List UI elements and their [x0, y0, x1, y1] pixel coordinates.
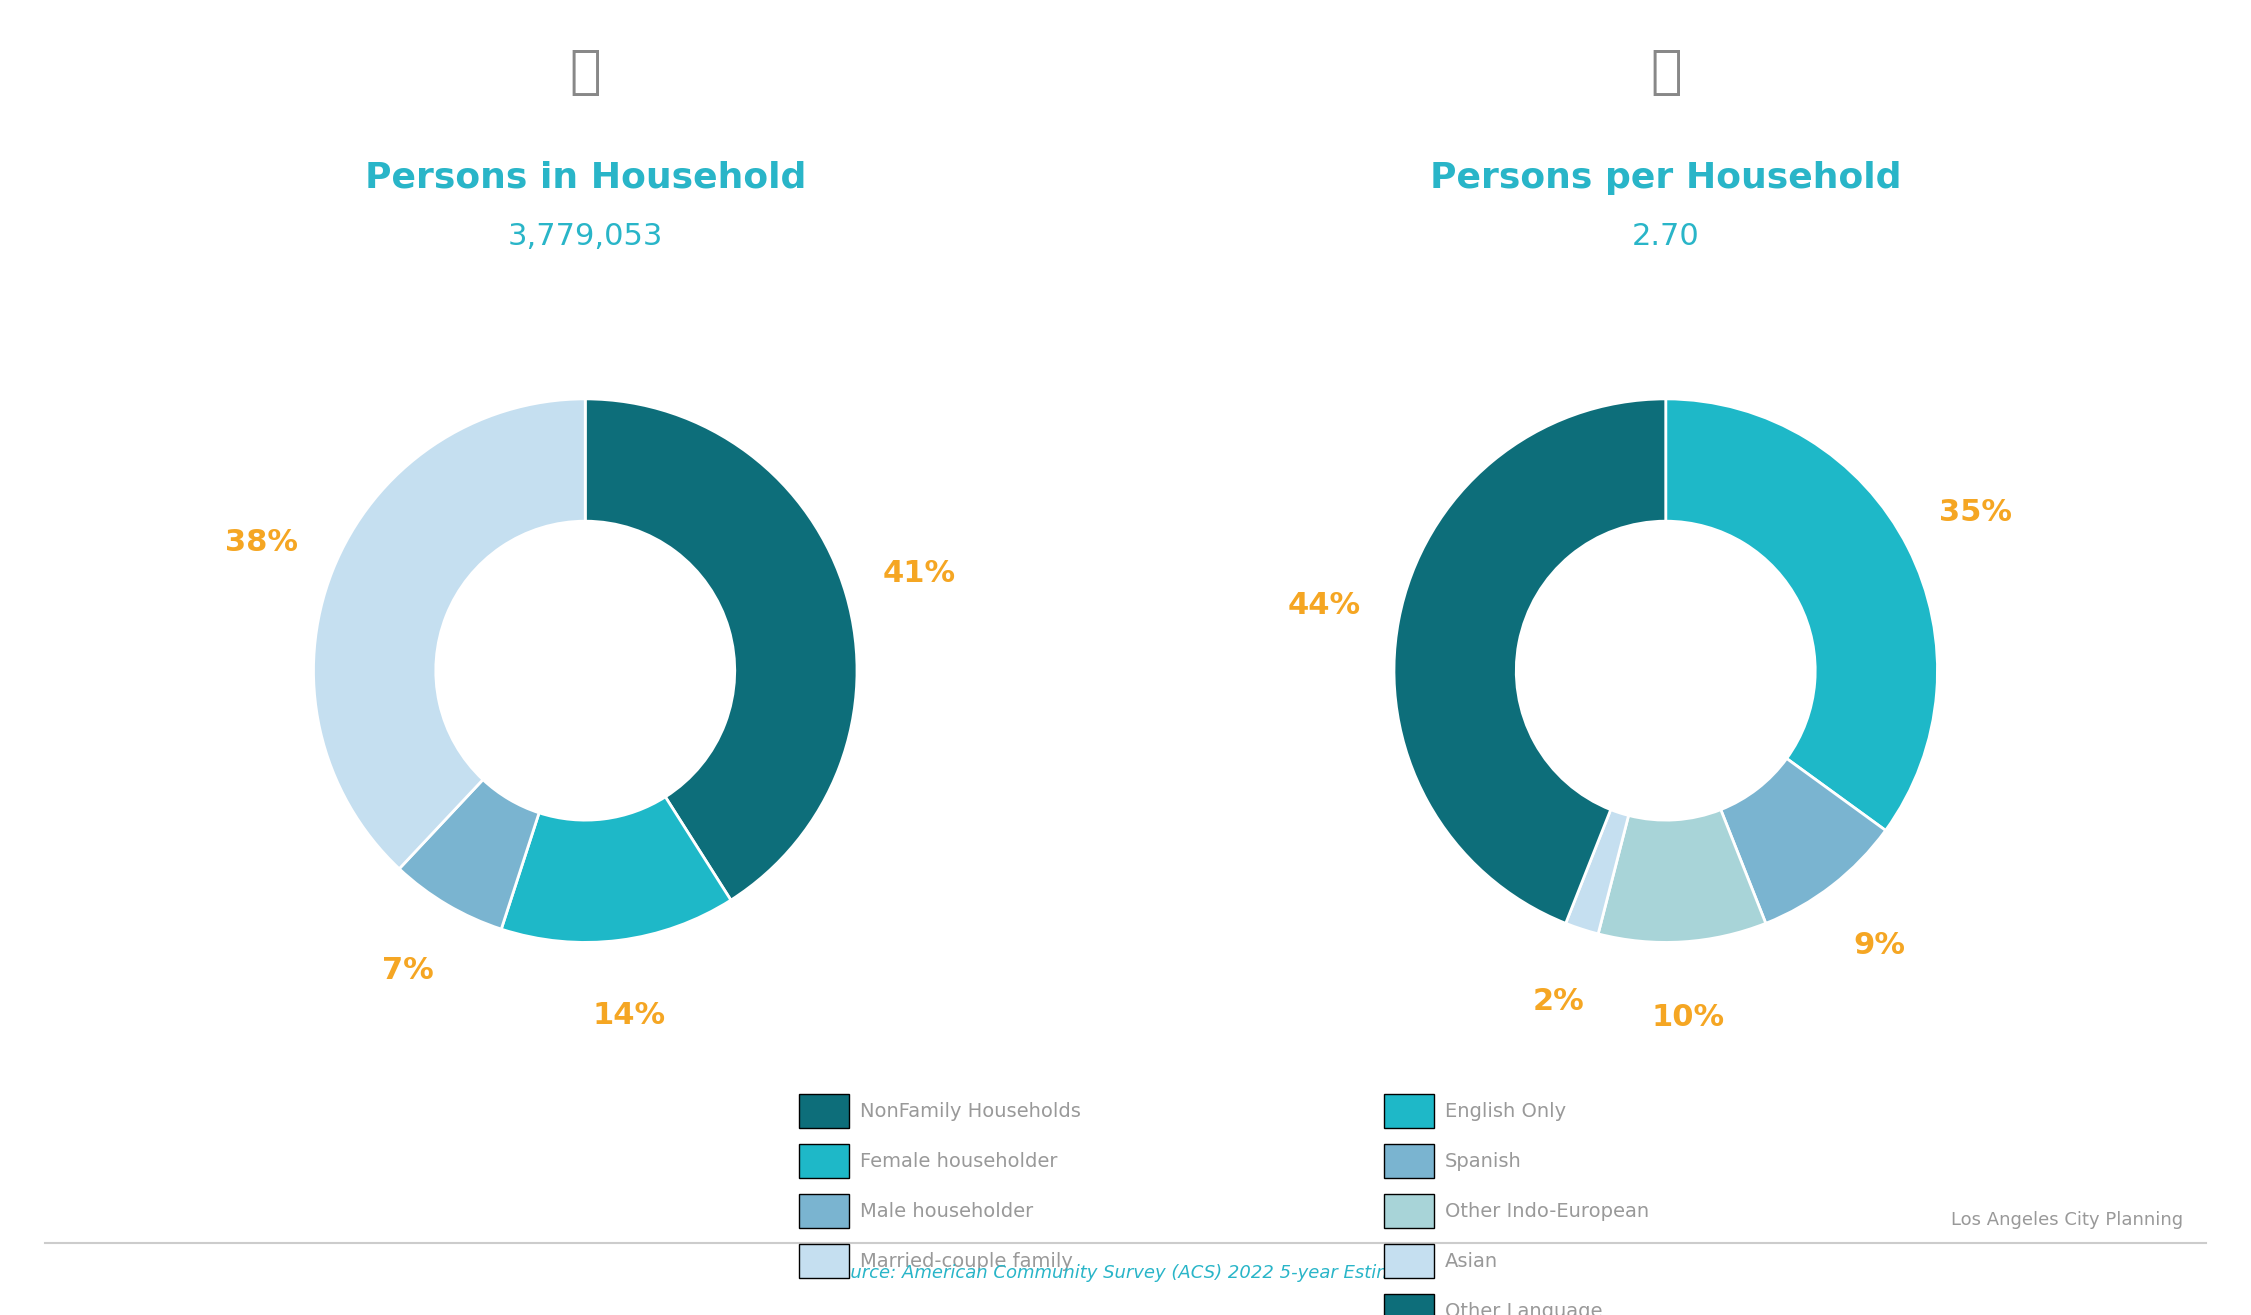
Wedge shape — [1666, 398, 1938, 830]
Text: Los Angeles City Planning: Los Angeles City Planning — [1952, 1211, 2183, 1230]
Text: 9%: 9% — [1853, 931, 1904, 960]
Text: 🏠: 🏠 — [1650, 46, 1681, 99]
Text: 2%: 2% — [1533, 988, 1585, 1016]
Text: 38%: 38% — [225, 529, 299, 558]
Wedge shape — [398, 780, 538, 930]
Text: Spanish: Spanish — [1445, 1152, 1522, 1170]
Text: Female householder: Female householder — [860, 1152, 1058, 1170]
Text: 10%: 10% — [1650, 1003, 1724, 1032]
Wedge shape — [502, 797, 732, 943]
Wedge shape — [313, 398, 585, 869]
Text: 41%: 41% — [882, 559, 957, 588]
Text: English Only: English Only — [1445, 1102, 1567, 1120]
Text: 14%: 14% — [592, 1001, 666, 1030]
Wedge shape — [1393, 398, 1666, 923]
Text: 👥: 👥 — [570, 46, 601, 99]
Wedge shape — [1567, 810, 1627, 934]
Wedge shape — [1598, 810, 1765, 943]
Text: 3,779,053: 3,779,053 — [506, 222, 664, 251]
Wedge shape — [1720, 759, 1886, 923]
Text: 35%: 35% — [1938, 498, 2012, 527]
Text: 7%: 7% — [383, 956, 434, 985]
Text: Married-couple family: Married-couple family — [860, 1252, 1074, 1270]
Text: Persons per Household: Persons per Household — [1429, 160, 1902, 195]
Text: Male householder: Male householder — [860, 1202, 1033, 1220]
Text: Asian: Asian — [1445, 1252, 1499, 1270]
Text: 2.70: 2.70 — [1632, 222, 1700, 251]
Text: NonFamily Households: NonFamily Households — [860, 1102, 1080, 1120]
Text: Persons in Household: Persons in Household — [365, 160, 806, 195]
Text: 44%: 44% — [1288, 590, 1360, 619]
Wedge shape — [585, 398, 858, 899]
Text: Other Indo-European: Other Indo-European — [1445, 1202, 1650, 1220]
Text: Other Language: Other Language — [1445, 1302, 1603, 1315]
Text: Source: American Community Survey (ACS) 2022 5-year Estimate: Source: American Community Survey (ACS) … — [828, 1264, 1423, 1282]
